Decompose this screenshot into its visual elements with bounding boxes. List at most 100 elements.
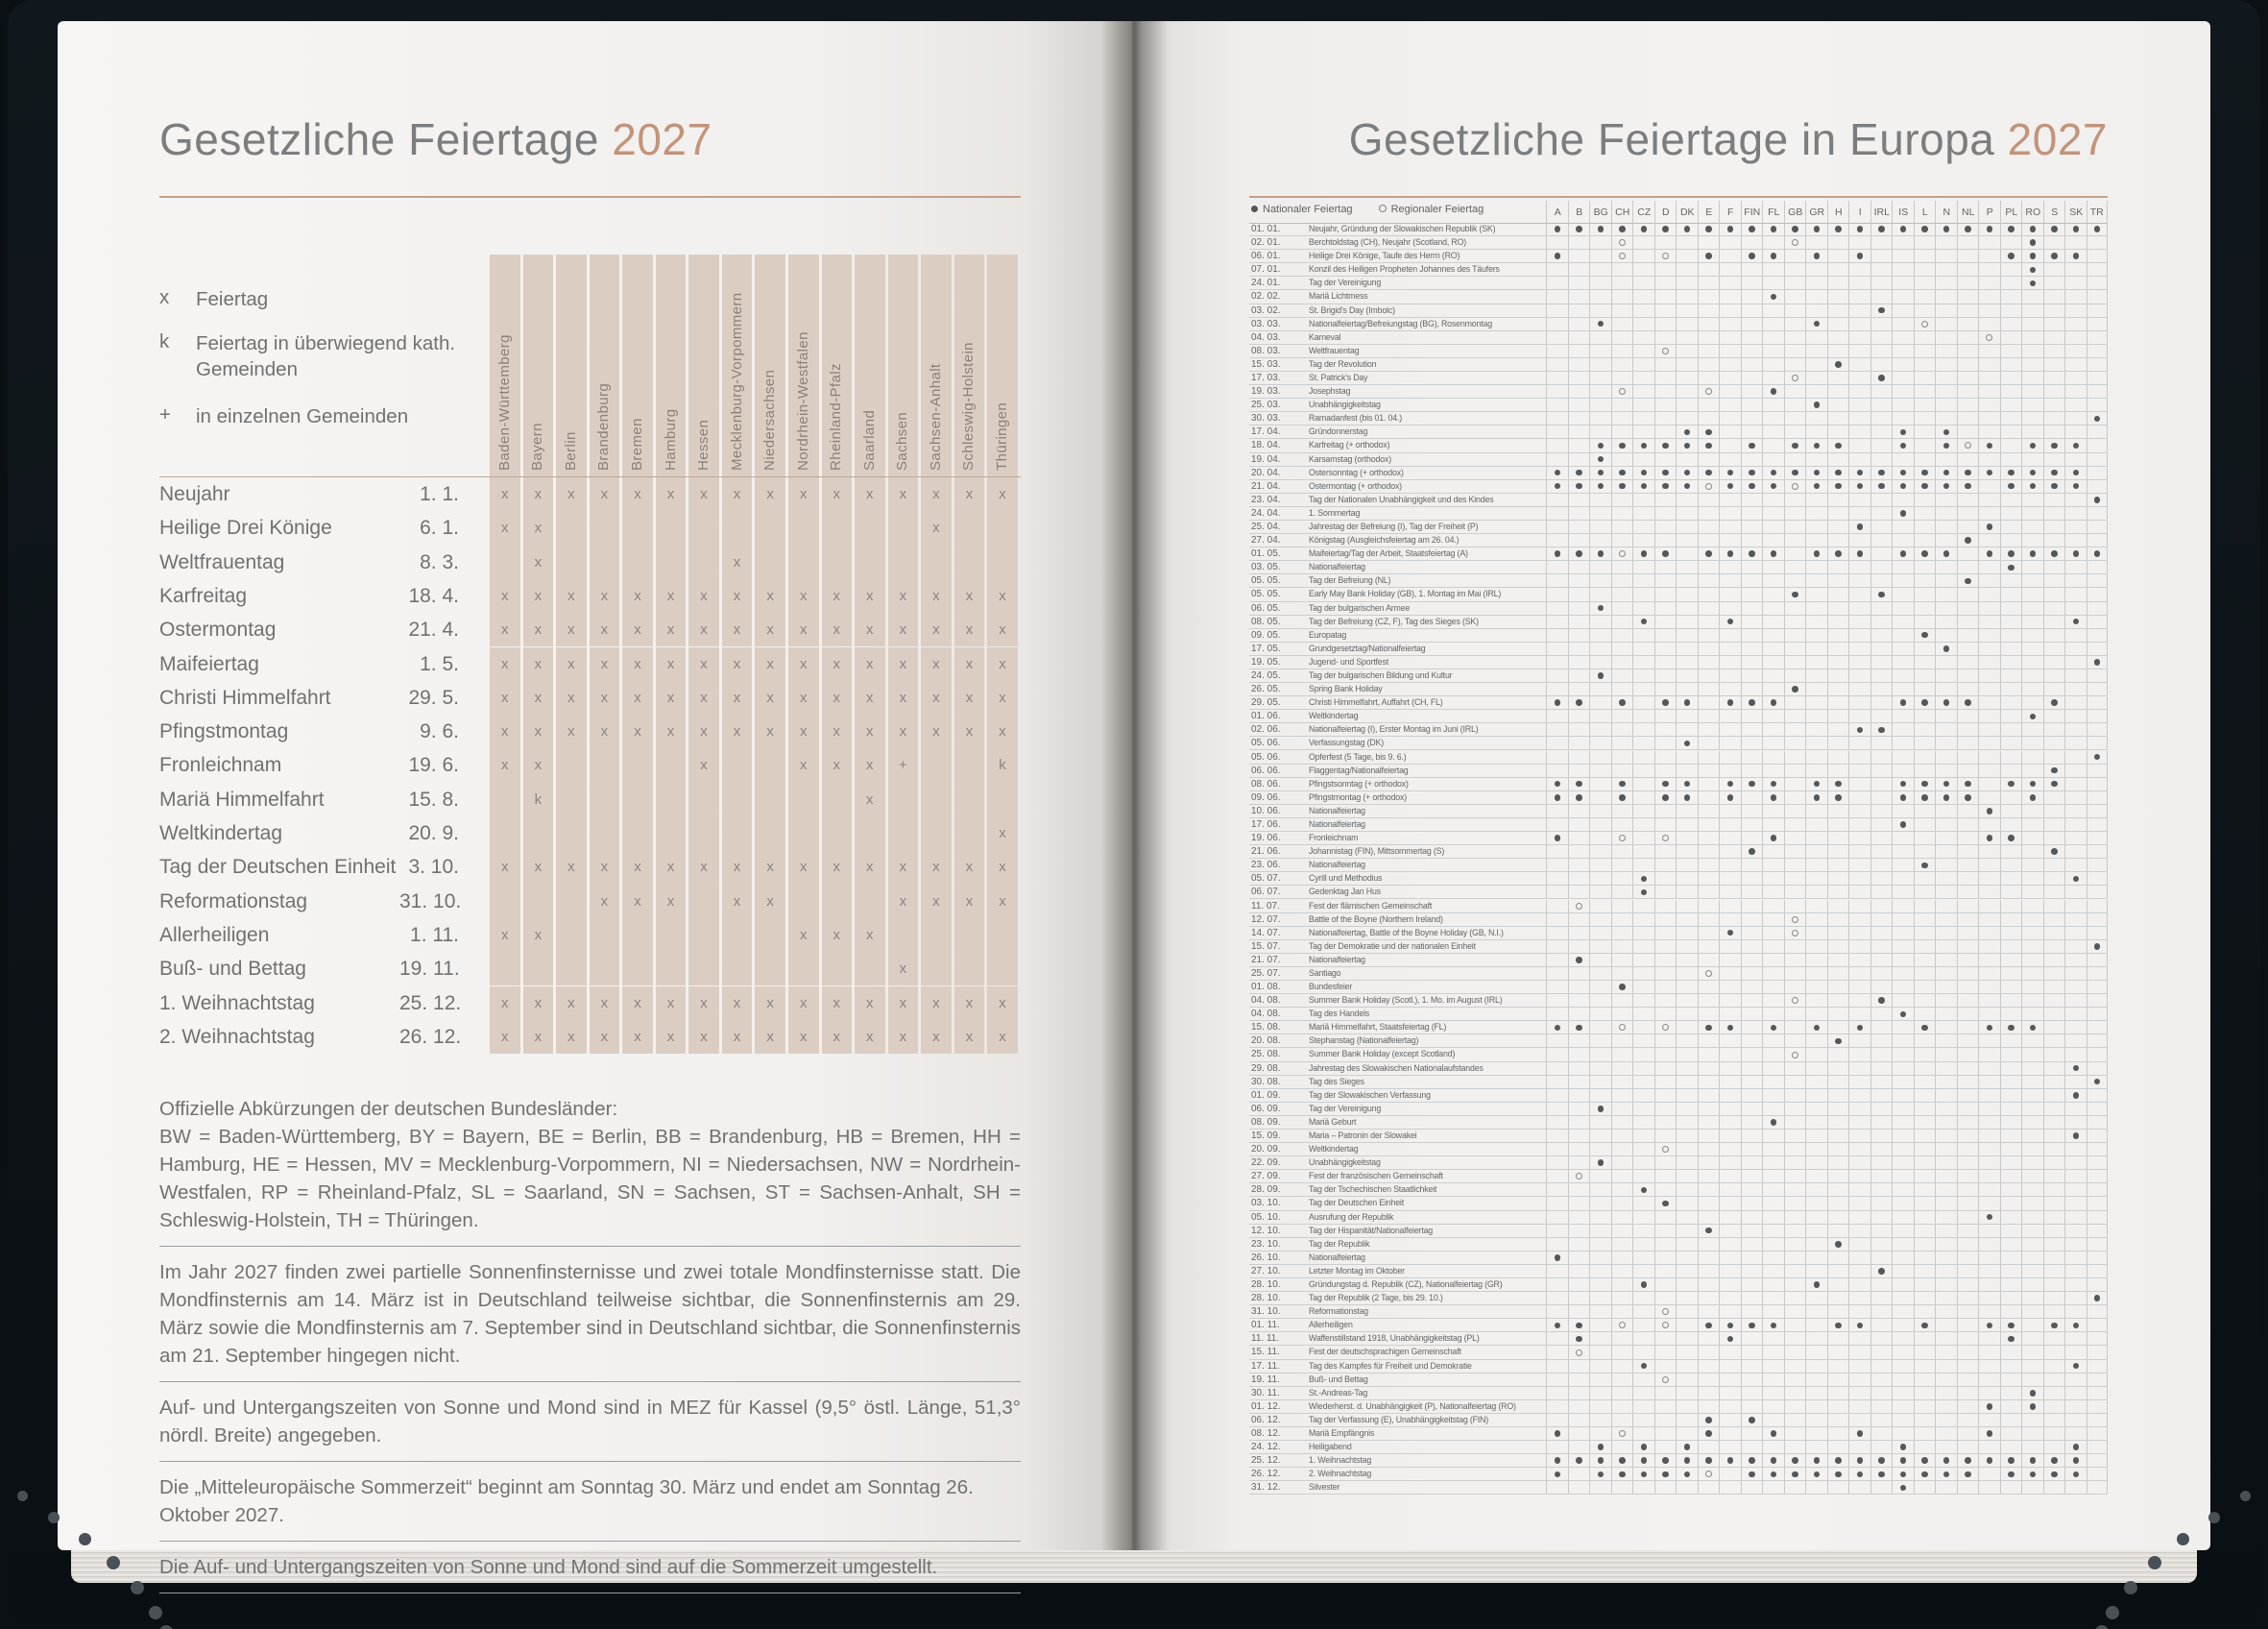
country-mark-cell	[1870, 1008, 1893, 1021]
country-mark-cell	[1826, 520, 1849, 534]
country-mark-cell	[1697, 750, 1720, 764]
country-mark-cell	[1567, 601, 1590, 615]
country-mark-cell	[1999, 615, 2022, 628]
country-mark-cell	[1978, 357, 2000, 371]
eu-holiday-name: Fest der flämischen Gemeinschaft	[1309, 900, 1433, 912]
state-mark-cell: x	[953, 613, 985, 647]
country-mark-cell	[1978, 1237, 2000, 1251]
country-mark-cell	[1956, 330, 1979, 344]
country-mark-cell	[2042, 385, 2065, 399]
country-mark-cell	[1610, 615, 1633, 628]
country-mark-cell	[1783, 1441, 1806, 1454]
country-mark-cell	[1719, 304, 1741, 317]
country-mark-cell	[1956, 1386, 1979, 1399]
country-mark-cell	[1826, 912, 1849, 926]
country-mark-cell	[2086, 223, 2108, 236]
national-dot	[2029, 550, 2036, 557]
country-mark-cell	[1719, 1224, 1741, 1237]
state-mark-cell	[755, 782, 785, 816]
national-dot	[1965, 1457, 1971, 1464]
country-mark-cell	[1978, 1156, 2000, 1170]
country-mark-cell	[2064, 1413, 2087, 1426]
country-mark-cell	[2042, 1197, 2065, 1210]
state-mark-cell: x	[755, 1019, 785, 1055]
country-mark-cell	[2064, 1088, 2087, 1102]
eu-holiday-name: St. Patrick's Day	[1309, 372, 1368, 383]
country-mark-cell	[1870, 859, 1893, 872]
eu-holiday-date: 08. 12.	[1251, 1428, 1281, 1439]
national-dot	[1662, 1471, 1669, 1478]
country-mark-cell	[1653, 277, 1677, 290]
country-mark-cell	[1956, 1075, 1979, 1088]
eu-holiday-row: 17. 04. Gründonnerstag	[1249, 425, 2108, 440]
country-mark-cell	[1848, 425, 1870, 439]
country-mark-cell	[1610, 466, 1633, 479]
country-mark-cell	[2042, 1183, 2065, 1197]
country-mark-cell	[1913, 1305, 1936, 1319]
country-mark-cell	[1978, 615, 2000, 628]
country-mark-cell	[1740, 547, 1763, 561]
state-mark-cell	[821, 816, 852, 851]
country-mark-cell	[1546, 493, 1568, 506]
country-mark-cell	[1676, 561, 1698, 574]
country-mark-cell	[1826, 804, 1849, 817]
state-mark-cell: x	[921, 511, 952, 546]
national-dot	[1770, 699, 1776, 706]
country-mark-cell	[1632, 790, 1654, 804]
country-mark-cell	[1783, 385, 1806, 399]
country-mark-cell	[1653, 723, 1677, 737]
country-mark-cell	[1848, 1130, 1870, 1143]
country-mark-cell	[1870, 642, 1893, 655]
country-mark-cell	[1610, 926, 1633, 939]
country-mark-cell	[1805, 790, 1827, 804]
country-mark-cell	[1676, 696, 1698, 710]
country-mark-cell	[1632, 1048, 1654, 1061]
country-mark-cell	[1653, 1143, 1677, 1156]
country-mark-cell	[1956, 1008, 1979, 1021]
national-dot	[1619, 699, 1626, 706]
national-dot	[1576, 794, 1582, 801]
national-dot	[2029, 1457, 2036, 1464]
country-mark-cell	[1935, 223, 1957, 236]
country-mark-cell	[2086, 1386, 2108, 1399]
country-mark-cell	[1740, 290, 1763, 304]
eu-holiday-row: 06. 07. Gedenktag Jan Hus	[1249, 886, 2108, 900]
country-mark-cell	[1676, 1115, 1698, 1130]
country-mark-cell	[1589, 1386, 1611, 1399]
country-mark-cell	[1546, 926, 1568, 939]
country-mark-cell	[1848, 1332, 1870, 1346]
country-mark-cell	[1610, 1468, 1633, 1481]
country-mark-cell	[1567, 1034, 1590, 1048]
eu-holiday-date: 05. 10.	[1251, 1211, 1281, 1223]
national-dot	[1662, 442, 1669, 450]
country-mark-cell	[1589, 304, 1611, 317]
country-mark-cell	[1653, 385, 1677, 399]
regional-ring	[1791, 1051, 1798, 1058]
country-mark-cell	[1913, 777, 1936, 790]
country-mark-cell	[1762, 399, 1784, 412]
country-mark-cell	[1719, 1481, 1741, 1495]
country-mark-cell	[1653, 1373, 1677, 1386]
country-mark-cell	[2086, 764, 2108, 777]
country-mark-cell	[1697, 1292, 1720, 1305]
country-mark-cell	[2064, 859, 2087, 872]
state-mark-cell	[921, 816, 952, 851]
country-mark-cell	[1935, 1292, 1957, 1305]
country-mark-cell	[1676, 1088, 1698, 1102]
country-mark-cell	[2021, 628, 2043, 642]
country-mark-cell	[2021, 1156, 2043, 1170]
country-mark-cell	[1610, 1224, 1633, 1237]
country-mark-cell	[1783, 939, 1806, 953]
country-mark-cell	[1935, 1008, 1957, 1021]
country-mark-cell	[1935, 710, 1957, 723]
country-mark-cell	[1913, 1197, 1936, 1210]
country-mark-cell	[1892, 223, 1914, 236]
state-mark-cell	[522, 816, 554, 851]
country-mark-cell	[1653, 223, 1677, 236]
country-mark-cell	[1632, 750, 1654, 764]
country-mark-cell	[1935, 534, 1957, 547]
country-mark-cell	[1805, 452, 1827, 466]
country-mark-cell	[1848, 506, 1870, 520]
note-divider	[159, 1461, 1021, 1462]
